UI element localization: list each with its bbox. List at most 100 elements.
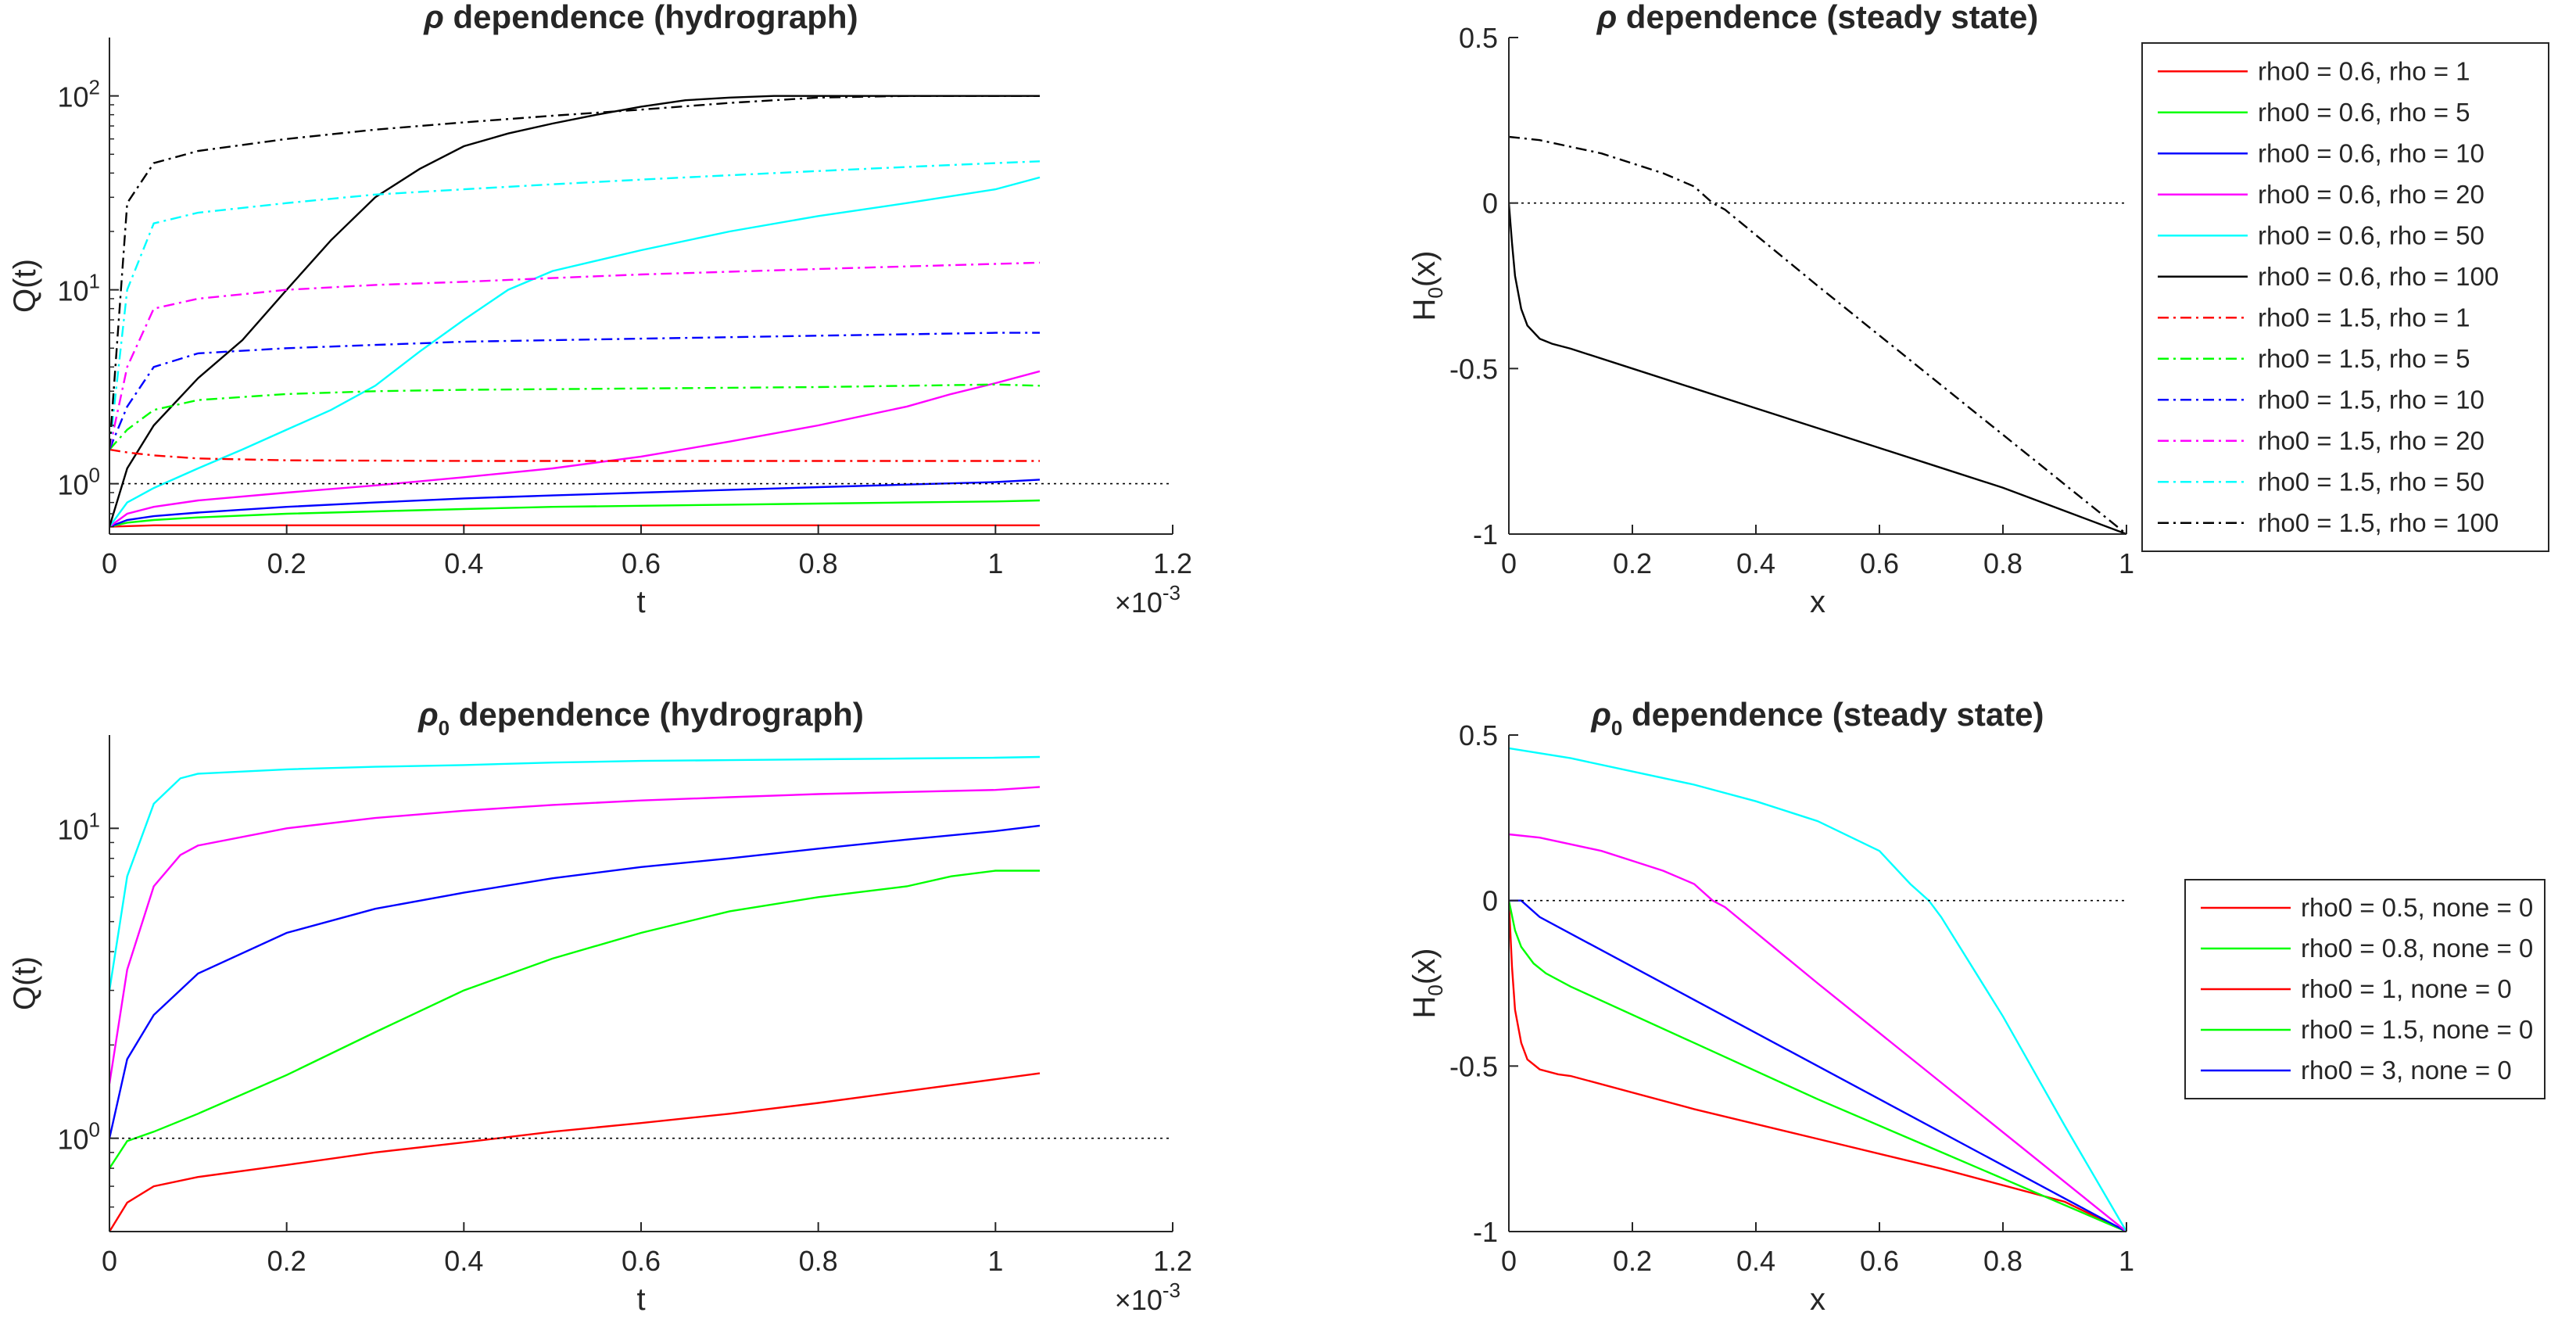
series-group [109,755,1173,1232]
series-line-2 [109,824,1041,1139]
series-line-4 [109,755,1041,991]
legend-label: rho0 = 1.5, rho = 5 [2258,344,2470,373]
x-axis-label: x [1810,1282,1825,1317]
legend-label: rho0 = 0.6, rho = 100 [2258,262,2499,291]
y-tick-label: 101 [57,270,100,307]
y-tick-label: 101 [57,808,100,845]
chart-rho0_steady: 0 0.2 0.4 0.6 0.8 1 -1 -0.5 0 0.5 x H0(x) ρ0 depende… [1407,696,2134,1317]
x-tick-label: 0.8 [1983,1245,2022,1277]
legend-label: rho0 = 1.5, none = 0 [2301,1015,2533,1044]
y-tick-label: 100 [57,1118,100,1156]
series-line-3 [1509,833,2126,1232]
x-tick-label: 0.6 [622,1245,661,1277]
legend-label: rho0 = 0.6, rho = 10 [2258,138,2485,167]
x-tick-label: 1 [2119,547,2134,579]
legend-label: rho0 = 1, none = 0 [2301,974,2512,1003]
x-tick-label: 0.8 [1983,547,2022,579]
legend-label: rho0 = 3, none = 0 [2301,1056,2512,1085]
x-tick-label: 0.8 [799,547,838,579]
legend-label: rho0 = 0.8, none = 0 [2301,934,2533,963]
series-line-7 [109,383,1041,450]
y-tick-label: -1 [1473,1216,1498,1248]
series-line-4 [1509,747,2126,1232]
y-tick-label: 0.5 [1459,22,1498,54]
x-tick-label: 0 [102,547,117,579]
x-tick-label: 1.2 [1153,547,1192,579]
x-tick-label: 0.4 [1736,547,1775,579]
series-line-1 [1509,900,2126,1232]
series-line-8 [109,332,1040,450]
y-tick-label: 0.5 [1459,719,1498,751]
x-exponent-label: ×10-3 [1115,581,1181,619]
y-axis-label: Q(t) [8,956,42,1010]
chart-rho_hydro: 0 0.2 0.4 0.6 0.8 1 1.2 100 101 102 ×10-3 t Q(t) ρ de… [8,0,1192,619]
x-tick-label: 0.6 [622,547,661,579]
series-line-5 [109,95,1040,527]
y-tick-label: 0 [1482,188,1498,220]
legend-label: rho0 = 1.5, rho = 10 [2258,385,2485,414]
legend-label: rho0 = 0.6, rho = 20 [2258,180,2485,209]
y-axis-label: Q(t) [8,259,42,313]
series-group [1509,135,2126,534]
x-tick-label: 0.4 [444,1245,483,1277]
y-tick-label: 102 [57,76,100,113]
legend-label: rho0 = 1.5, rho = 1 [2258,303,2470,332]
x-tick-label: 1 [987,1245,1003,1277]
legend-label: rho0 = 0.6, rho = 50 [2258,221,2485,249]
x-axis-label: x [1810,585,1825,619]
x-axis-label: t [636,585,645,619]
x-axis-label: t [636,1282,645,1317]
x-exponent-label: ×10-3 [1115,1278,1181,1316]
legend-label: rho0 = 0.5, none = 0 [2301,893,2533,922]
y-tick-label: -0.5 [1449,353,1498,385]
series-group [1509,747,2126,1232]
series-line-9 [109,261,1041,450]
series-line-1 [1509,135,2126,534]
x-tick-label: 0.2 [1613,1245,1652,1277]
series-line-1 [109,870,1040,1169]
x-tick-label: 0.6 [1860,1245,1899,1277]
legend-label: rho0 = 1.5, rho = 20 [2258,426,2485,455]
y-axis-label: H0(x) [1407,251,1447,321]
x-tick-label: 0.4 [444,547,483,579]
series-line-3 [109,786,1041,1085]
y-axis-label: H0(x) [1407,949,1447,1019]
series-line-11 [109,95,1040,450]
x-tick-label: 1 [2119,1245,2134,1277]
legend-box [2141,42,2549,552]
series-line-6 [109,448,1040,462]
y-tick-label: -1 [1473,518,1498,550]
x-tick-label: 0.2 [1613,547,1652,579]
chart-title: ρ0 dependence (steady state) [1590,696,2044,740]
chart-rho_steady: 0 0.2 0.4 0.6 0.8 1 -1 -0.5 0 0.5 x H0(x) ρ dependen… [1407,0,2134,619]
chart-title: ρ dependence (hydrograph) [423,0,858,35]
series-line-0 [1509,203,2126,534]
x-tick-label: 0.2 [267,1245,306,1277]
legend-label: rho0 = 1.5, rho = 50 [2258,467,2485,496]
x-tick-label: 0 [1501,547,1517,579]
x-tick-label: 0 [102,1245,117,1277]
series-line-0 [1509,900,2126,1232]
series-line-0 [109,1072,1041,1232]
series-line-2 [109,479,1041,528]
y-tick-label: 0 [1482,885,1498,917]
chart-title: ρ dependence (steady state) [1596,0,2039,35]
y-tick-label: -0.5 [1449,1050,1498,1082]
series-line-4 [109,176,1041,528]
x-tick-label: 0.4 [1736,1245,1775,1277]
series-line-3 [109,370,1041,528]
x-tick-label: 1 [987,547,1003,579]
x-tick-label: 0.8 [799,1245,838,1277]
x-tick-label: 0.6 [1860,547,1899,579]
series-line-2 [1509,899,2126,1232]
x-tick-label: 0 [1501,1245,1517,1277]
x-tick-label: 1.2 [1153,1245,1192,1277]
x-tick-label: 0.2 [267,547,306,579]
series-line-0 [109,524,1040,528]
legend-rho0: rho0 = 0.5, none = 0 rho0 = 0.8, none = 0… [2184,879,2546,1099]
series-line-1 [109,499,1041,528]
legend-rho: rho0 = 0.6, rho = 1 rho0 = 0.6, rho = 5 rh… [2141,42,2549,552]
legend-label: rho0 = 1.5, rho = 100 [2258,508,2499,537]
legend-label: rho0 = 0.6, rho = 1 [2258,56,2470,85]
